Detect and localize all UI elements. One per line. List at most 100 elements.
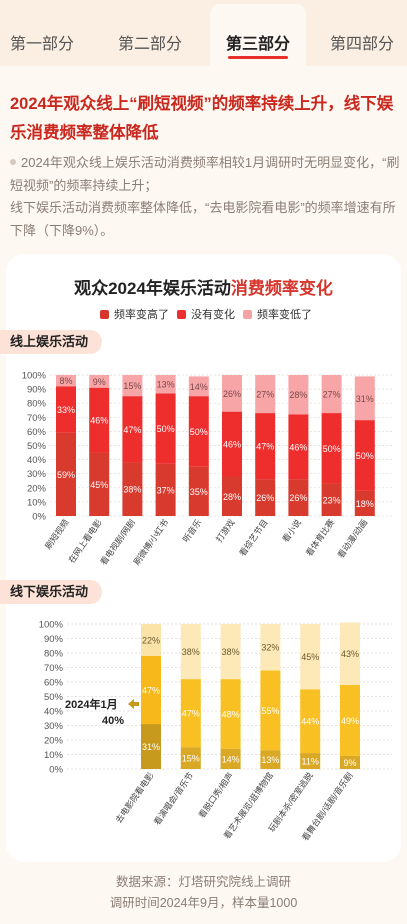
data-label: 48% [222, 709, 240, 719]
data-label: 14% [190, 382, 208, 392]
bar-segment [260, 670, 281, 751]
data-label: 45% [301, 652, 319, 662]
category-label: 看脱口秀/相声 [196, 770, 235, 819]
category-label: 刷微博/小红书 [131, 517, 170, 567]
legend-label: 频率变低了 [257, 309, 312, 321]
tab-part-2[interactable]: 第二部分 [118, 36, 183, 53]
bar-segment [180, 624, 201, 680]
category-label: 在网上看电影 [66, 517, 104, 565]
data-label: 47% [256, 442, 274, 452]
bar-segment [220, 624, 241, 680]
bar-segment [260, 750, 281, 769]
chart-card-title: 观众2024年娱乐活动消费频率变化 [0, 274, 407, 299]
bar-segment [321, 413, 342, 484]
bar-segment [354, 420, 375, 491]
bar-segment [89, 375, 110, 388]
data-label: 31% [356, 394, 374, 404]
category-label: 看电视剧/网剧 [98, 517, 137, 566]
y-tick-label: 10% [27, 497, 47, 508]
y-tick-label: 30% [27, 469, 47, 480]
data-label: 47% [182, 709, 200, 719]
data-label: 27% [256, 390, 274, 400]
chart-title-red: 消费频率变化 [230, 279, 333, 298]
data-label: 9% [93, 377, 106, 387]
data-label: 33% [57, 405, 75, 415]
bar-segment [122, 462, 143, 516]
y-tick-label: 40% [27, 455, 47, 466]
footer-survey-info: 调研时间2024年9月，样本量1000 [109, 896, 298, 910]
y-tick-label: 50% [44, 692, 64, 703]
legend-item-lower: 频率变低了 [243, 306, 312, 322]
category-label: 去电影院看电影 [113, 770, 156, 825]
bar-segment [340, 622, 360, 685]
bar-segment [141, 724, 161, 769]
bullet-line-2: 线下娱乐活动消费频率整体降低，“去电影院看电影”的频率增速有所下降（下降9%）。 [10, 200, 396, 238]
legend-item-same: 没有变化 [177, 306, 235, 322]
data-label: 9% [343, 758, 356, 768]
category-label: 看小说 [280, 517, 303, 544]
y-tick-label: 0% [49, 765, 63, 776]
bar-segment [141, 655, 161, 725]
tab-part-4[interactable]: 第四部分 [330, 36, 395, 53]
bar-segment [255, 375, 276, 414]
bar-segment [222, 411, 242, 477]
tab-bar: 第一部分 第二部分 第三部分 第四部分 [0, 0, 407, 66]
data-label: 14% [222, 754, 240, 764]
y-tick-label: 80% [44, 649, 64, 660]
tab-part-1[interactable]: 第一部分 [10, 36, 75, 53]
bar-segment [56, 386, 76, 433]
y-tick-label: 0% [32, 512, 46, 523]
bar-segment [56, 375, 76, 387]
bar-segment [300, 624, 321, 690]
data-label: 47% [123, 425, 141, 435]
bar-segment [220, 748, 241, 769]
y-tick-label: 100% [39, 620, 64, 631]
headline: 2024年观众线上“刷短视频”的频率持续上升，线下娱乐消费频率整体降低 [10, 95, 394, 142]
data-label: 22% [142, 635, 160, 645]
data-label: 49% [341, 716, 359, 726]
annotation-value: 40% [102, 715, 124, 727]
category-label: 打游戏 [214, 517, 237, 544]
bar-segment [340, 755, 360, 769]
legend-label: 没有变化 [191, 309, 235, 321]
bar-segment [354, 490, 375, 516]
data-label: 26% [256, 493, 274, 503]
data-label: 38% [123, 485, 141, 495]
data-label: 46% [90, 416, 108, 426]
bar-segment [155, 375, 176, 394]
bar-segment [300, 753, 321, 769]
bar-segment [89, 452, 110, 516]
bar-segment [288, 414, 309, 480]
section-tag-offline: 线下娱乐活动 [0, 580, 103, 604]
data-label: 46% [289, 442, 307, 452]
y-tick-label: 70% [44, 663, 64, 674]
bullet-line-1: 2024年观众线上娱乐活动消费频率相较1月调研时无明显变化，“刷短视频”的频率持… [10, 155, 400, 193]
data-label: 15% [123, 381, 141, 391]
footer: 数据来源：灯塔研究院线上调研 调研时间2024年9月，样本量1000 [0, 872, 407, 914]
data-label: 31% [142, 742, 160, 752]
data-label: 28% [223, 492, 241, 502]
y-tick-label: 80% [27, 399, 47, 410]
bar-segment [122, 396, 143, 463]
section-tag-online: 线上娱乐活动 [0, 330, 103, 354]
bar-segment [89, 387, 110, 453]
data-label: 37% [157, 485, 175, 495]
legend-item-higher: 频率变高了 [100, 306, 169, 322]
y-tick-label: 90% [27, 385, 47, 396]
annotation-label: 2024年1月 [65, 697, 118, 711]
data-label: 50% [323, 444, 341, 454]
y-tick-label: 20% [44, 736, 64, 747]
bar-segment [180, 679, 201, 748]
tab-part-3[interactable]: 第三部分 [210, 4, 306, 66]
data-label: 13% [157, 380, 175, 390]
data-label: 13% [261, 755, 279, 765]
bar-segment [255, 479, 276, 516]
y-tick-label: 40% [44, 707, 64, 718]
data-label: 26% [223, 389, 241, 399]
bar-segment [220, 679, 241, 749]
data-label: 18% [356, 499, 374, 509]
data-label: 50% [356, 451, 374, 461]
data-label: 46% [223, 440, 241, 450]
summary-bullet: 2024年观众线上娱乐活动消费频率相较1月调研时无明显变化，“刷短视频”的频率持… [10, 152, 402, 242]
y-tick-label: 50% [27, 441, 47, 452]
